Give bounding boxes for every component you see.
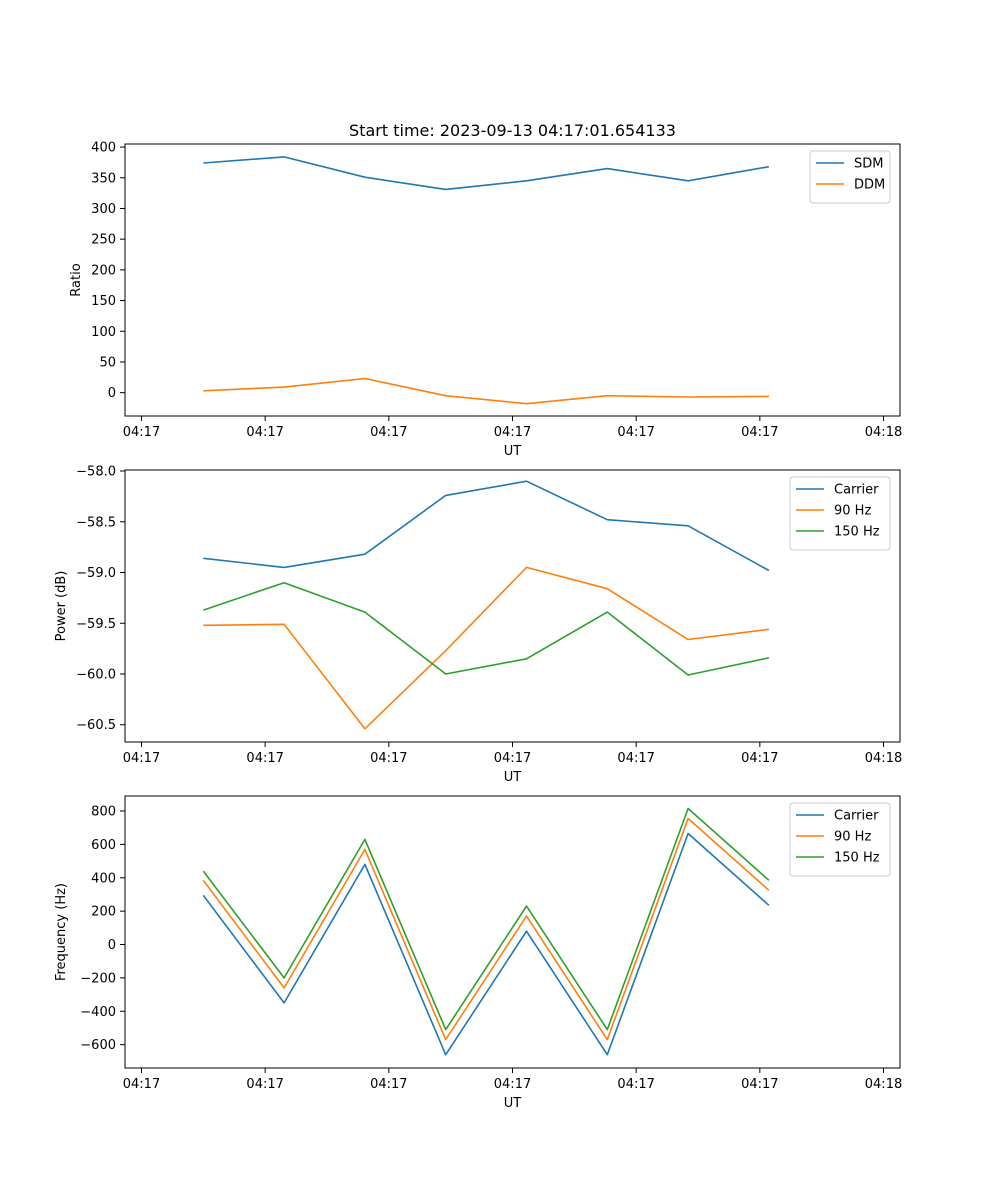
x-tick-label: 04:17	[741, 1077, 778, 1092]
legend-label: 150 Hz	[834, 525, 880, 540]
x-tick-label: 04:18	[865, 425, 902, 440]
x-tick-label: 04:17	[370, 751, 407, 766]
x-tick-label: 04:17	[617, 425, 654, 440]
legend-label: 90 Hz	[834, 504, 871, 519]
legend-label: 150 Hz	[834, 851, 880, 866]
series-line-90-hz	[202, 817, 770, 1041]
axes-frame	[124, 143, 901, 417]
legend-label: Carrier	[834, 483, 879, 498]
y-axis-label: Ratio	[69, 263, 84, 296]
x-tick-label: 04:17	[617, 751, 654, 766]
x-tick-label: 04:17	[246, 425, 283, 440]
y-tick-label: −59.0	[76, 566, 116, 581]
axes-frame	[124, 469, 901, 743]
y-tick-label: −60.0	[76, 668, 116, 683]
x-tick-label: 04:17	[370, 1077, 407, 1092]
y-tick-label: 300	[91, 202, 116, 217]
legend-box	[809, 150, 891, 204]
x-tick-label: 04:17	[370, 425, 407, 440]
x-tick-label: 04:17	[494, 1077, 531, 1092]
legend: Carrier 90 Hz 150 Hz	[789, 476, 891, 551]
chart-panel-2: 04:17 04:17 04:17 04:17 04:17 04:17 04:18 −60.5…	[54, 465, 902, 785]
y-tick-label: −58.5	[76, 515, 116, 530]
series-line-150-hz	[202, 807, 770, 1031]
y-tick-label: 50	[99, 355, 116, 370]
y-tick-label: −200	[80, 971, 116, 986]
legend-label: 90 Hz	[834, 830, 871, 845]
series-line-carrier	[202, 832, 770, 1056]
y-tick-label: −400	[80, 1005, 116, 1020]
x-tick-label: 04:18	[865, 751, 902, 766]
x-tick-label: 04:17	[123, 425, 160, 440]
chart-panel-3: 04:17 04:17 04:17 04:17 04:17 04:17 04:18 −600 −…	[54, 795, 902, 1111]
y-tick-label: 0	[108, 386, 116, 401]
x-tick-label: 04:17	[123, 1077, 160, 1092]
legend-label: Carrier	[834, 809, 879, 824]
x-tick-label: 04:17	[494, 425, 531, 440]
x-tick-label: 04:17	[617, 1077, 654, 1092]
y-tick-label: 400	[91, 871, 116, 886]
series-line-150-hz	[203, 581, 770, 676]
y-tick-label: 150	[91, 294, 116, 309]
y-axis-label: Frequency (Hz)	[54, 883, 69, 981]
x-tick-label: 04:18	[865, 1077, 902, 1092]
y-tick-label: −60.5	[76, 718, 116, 733]
series-line-carrier	[203, 480, 770, 572]
x-tick-label: 04:17	[246, 1077, 283, 1092]
y-tick-label: 100	[91, 325, 116, 340]
legend-label: DDM	[854, 178, 885, 193]
y-tick-label: 600	[91, 838, 116, 853]
y-tick-label: 200	[91, 905, 116, 920]
x-axis-label: UT	[504, 770, 522, 785]
chart-title: Start time: 2023-09-13 04:17:01.654133	[349, 121, 676, 140]
y-tick-label: −58.0	[76, 465, 116, 480]
chart-panel-1: Start time: 2023-09-13 04:17:01.65413304…	[69, 121, 902, 459]
y-tick-label: −59.5	[76, 617, 116, 632]
y-axis-label: Power (dB)	[54, 571, 69, 642]
y-tick-label: 200	[91, 263, 116, 278]
series-line-ddm	[203, 377, 769, 405]
x-tick-label: 04:17	[494, 751, 531, 766]
x-axis-label: UT	[504, 1096, 522, 1111]
y-tick-label: 250	[91, 233, 116, 248]
x-tick-label: 04:17	[741, 751, 778, 766]
series-line-sdm	[203, 156, 770, 191]
y-tick-label: 400	[91, 141, 116, 156]
legend-label: SDM	[854, 157, 883, 172]
x-tick-label: 04:17	[123, 751, 160, 766]
legend: Carrier 90 Hz 150 Hz	[789, 802, 891, 877]
x-axis-label: UT	[504, 444, 522, 459]
y-tick-label: 800	[91, 805, 116, 820]
y-tick-label: 0	[108, 938, 116, 953]
x-tick-label: 04:17	[246, 751, 283, 766]
x-tick-label: 04:17	[741, 425, 778, 440]
y-tick-label: −600	[80, 1038, 116, 1053]
legend: SDM DDM	[809, 150, 891, 204]
series-line-90-hz	[203, 566, 770, 730]
y-tick-label: 350	[91, 171, 116, 186]
